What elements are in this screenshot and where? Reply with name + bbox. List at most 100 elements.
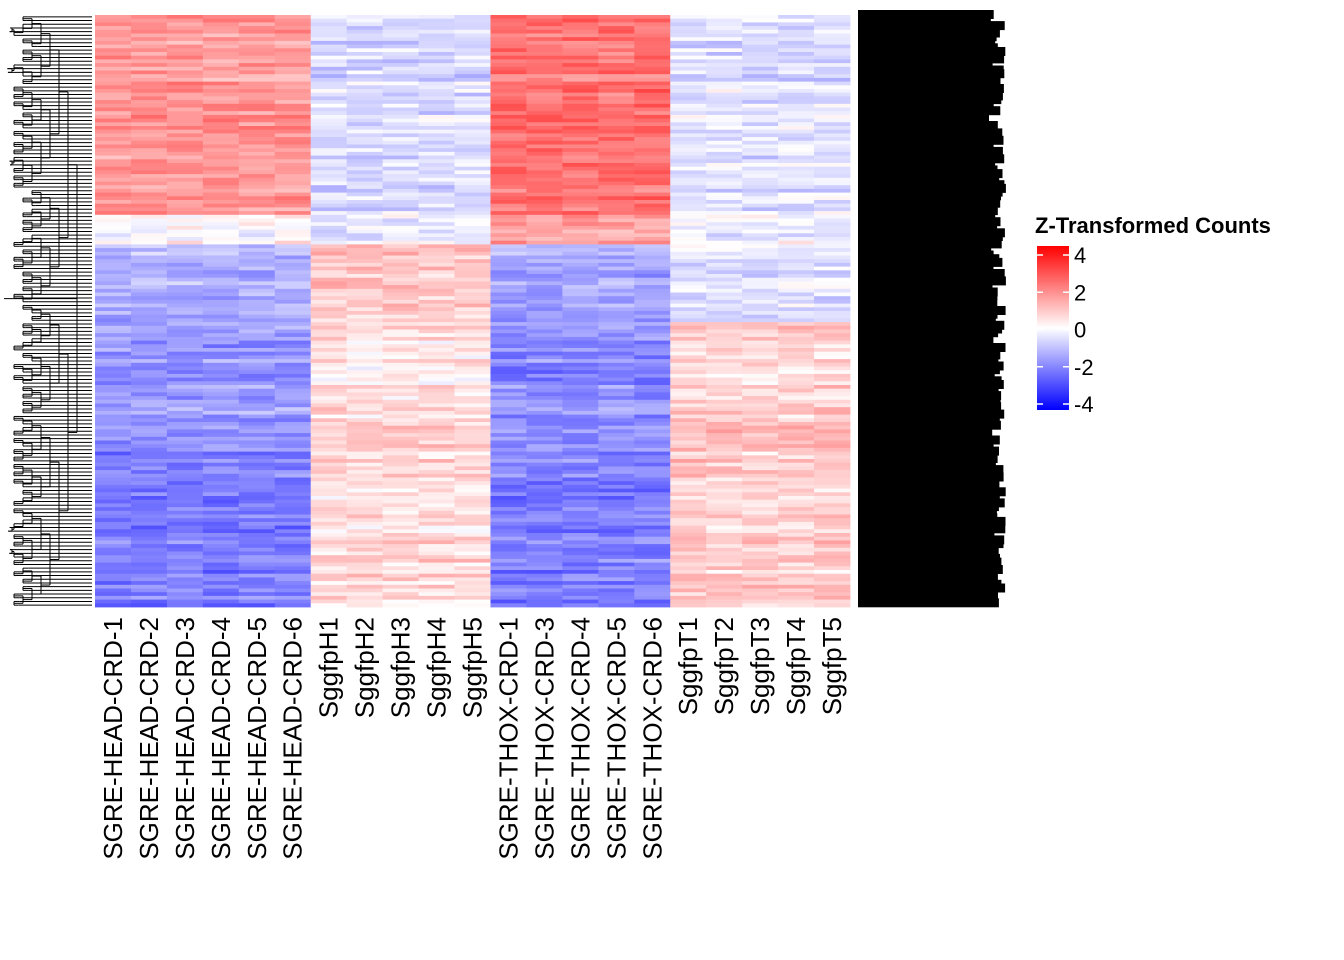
heatmap-cell (490, 111, 527, 116)
heatmap-cell (274, 466, 312, 471)
heatmap-cell (814, 592, 851, 597)
heatmap-cell (95, 59, 132, 64)
heatmap-cell (346, 203, 384, 208)
heatmap-cell (310, 274, 348, 279)
heatmap-cell (706, 92, 743, 97)
heatmap-cell (346, 237, 384, 242)
heatmap-cell (274, 470, 312, 475)
heatmap-cell (742, 48, 779, 53)
heatmap-cell (166, 451, 204, 456)
heatmap-cell (814, 144, 851, 149)
heatmap-cell (634, 477, 671, 482)
heatmap-cell (706, 577, 743, 582)
heatmap-cell (490, 203, 527, 208)
heatmap-cell (130, 459, 168, 464)
heatmap-cell (598, 244, 635, 249)
heatmap-cell (202, 118, 240, 123)
heatmap-cell (274, 274, 312, 279)
heatmap-cell (526, 292, 563, 297)
heatmap-cell (310, 444, 348, 449)
heatmap-cell (670, 285, 707, 290)
heatmap-cell (598, 255, 635, 260)
heatmap-cell (562, 422, 599, 427)
heatmap-cell (526, 444, 563, 449)
heatmap-cell (166, 518, 204, 523)
heatmap-cell (562, 188, 599, 193)
heatmap-cell (490, 48, 527, 53)
heatmap-cell (706, 447, 743, 452)
heatmap-cell (526, 299, 563, 304)
heatmap-cell (670, 229, 707, 234)
heatmap-cell (418, 492, 455, 497)
heatmap-cell (814, 222, 851, 227)
heatmap-cell (202, 314, 240, 319)
heatmap-cell (778, 174, 815, 179)
heatmap-cell (706, 314, 743, 319)
heatmap-cell (490, 211, 527, 216)
heatmap-cell (202, 359, 240, 364)
heatmap-cell (814, 244, 851, 249)
heatmap-cell (526, 155, 563, 160)
heatmap-cell (706, 225, 743, 230)
heatmap-cell (490, 185, 527, 190)
heatmap-cell (706, 285, 743, 290)
heatmap-cell (166, 81, 204, 86)
heatmap-cell (238, 514, 276, 519)
heatmap-cell (95, 473, 132, 478)
heatmap-cell (562, 562, 599, 567)
heatmap-cell (166, 118, 204, 123)
heatmap-cell (454, 481, 491, 486)
heatmap-cell (778, 277, 815, 282)
heatmap-cell (490, 562, 527, 567)
heatmap-cell (706, 436, 743, 441)
heatmap-cell (310, 122, 348, 127)
heatmap-cell (562, 33, 599, 38)
heatmap-cell (562, 536, 599, 541)
heatmap-cell (418, 122, 455, 127)
heatmap-cell (670, 333, 707, 338)
heatmap-cell (526, 251, 563, 256)
heatmap-cell (454, 336, 491, 341)
heatmap-cell (130, 407, 168, 412)
heatmap-cell (418, 396, 455, 401)
heatmap-cell (490, 388, 527, 393)
heatmap-cell (526, 81, 563, 86)
heatmap-cell (130, 544, 168, 549)
heatmap-cell (670, 181, 707, 186)
heatmap-cell (166, 174, 204, 179)
heatmap-cell (346, 440, 384, 445)
heatmap-cell (454, 314, 491, 319)
heatmap-cell (238, 55, 276, 60)
heatmap-cell (274, 70, 312, 75)
heatmap-cell (310, 581, 348, 586)
heatmap-cell (670, 29, 707, 34)
heatmap-cell (418, 59, 455, 64)
heatmap-cell (454, 533, 491, 538)
heatmap-cell (490, 148, 527, 153)
heatmap-cell (598, 270, 635, 275)
heatmap-cell (490, 74, 527, 79)
heatmap-cell (526, 126, 563, 131)
heatmap-cell (202, 521, 240, 526)
heatmap-cell (382, 188, 419, 193)
heatmap-cell (130, 29, 168, 34)
heatmap-cell (310, 100, 348, 105)
heatmap-cell (670, 588, 707, 593)
heatmap-cell (166, 292, 204, 297)
heatmap-cell (598, 192, 635, 197)
heatmap-cell (418, 573, 455, 578)
heatmap-cell (310, 336, 348, 341)
heatmap-cell (310, 436, 348, 441)
heatmap-cell (454, 422, 491, 427)
heatmap-cell (742, 536, 779, 541)
heatmap-cell (130, 562, 168, 567)
heatmap-cell (814, 570, 851, 575)
heatmap-cell (814, 551, 851, 556)
heatmap-cell (382, 518, 419, 523)
heatmap-cell (742, 573, 779, 578)
column-label: SggfpT5 (817, 617, 847, 715)
heatmap-cell (130, 481, 168, 486)
heatmap-cell (382, 603, 419, 608)
heatmap-cell (562, 52, 599, 57)
heatmap-cell (490, 533, 527, 538)
